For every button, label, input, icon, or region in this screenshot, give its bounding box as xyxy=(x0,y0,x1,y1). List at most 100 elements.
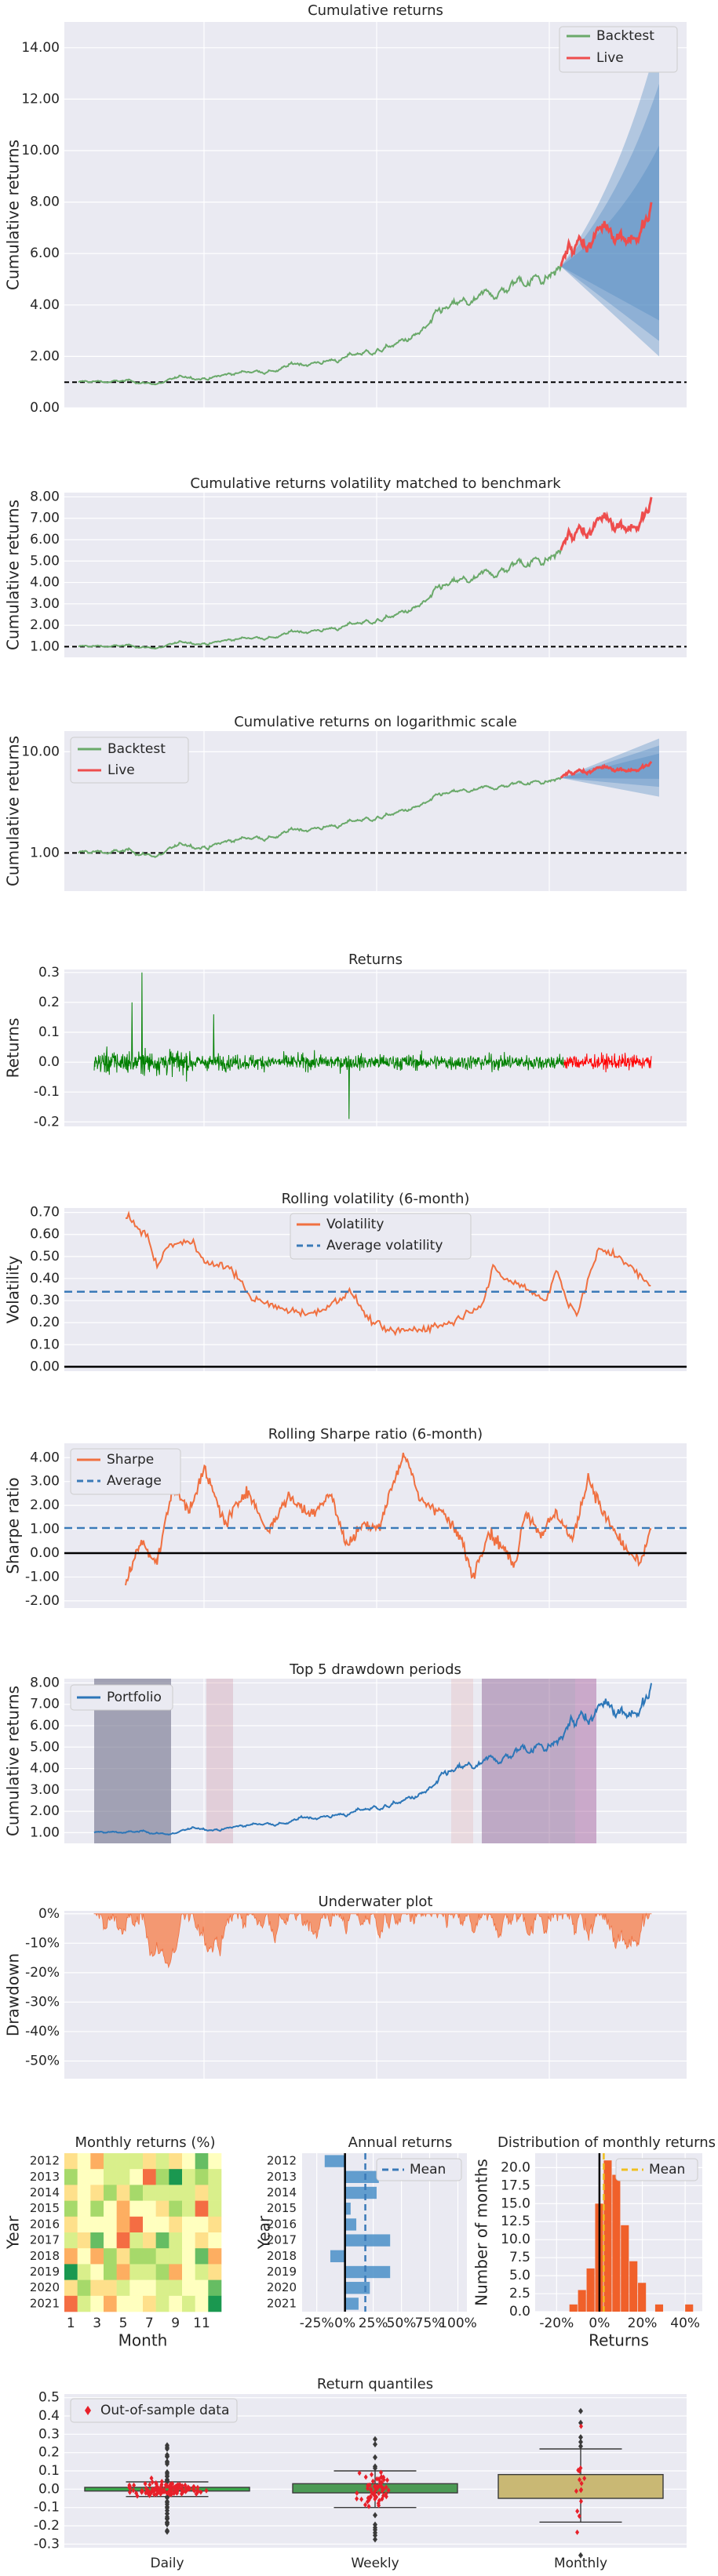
cumret-legend-box xyxy=(559,26,678,73)
heatmap-cell xyxy=(169,2264,183,2280)
heatmap-cell xyxy=(64,2232,78,2249)
heatmap-cell xyxy=(195,2169,209,2185)
quant-outlier xyxy=(578,2419,583,2426)
dist-legend-mean: Mean xyxy=(649,2162,685,2178)
quant-oos-point xyxy=(582,2476,587,2481)
quant-oos-point xyxy=(199,2489,203,2495)
annual-xtick: 0% xyxy=(334,2316,355,2331)
quant-oos-point xyxy=(379,2474,384,2480)
annual-legend-mean: Mean xyxy=(410,2162,446,2178)
heatmap-cell xyxy=(195,2264,209,2280)
heatmap-cell xyxy=(116,2279,130,2297)
quant-outlier xyxy=(373,2536,377,2543)
sharpe-ytick: 3.00 xyxy=(30,1474,60,1490)
quant-oos-point xyxy=(386,2487,391,2494)
heatmap-cell xyxy=(208,2185,222,2201)
quant-oos-point xyxy=(134,2490,139,2496)
heatmap-cell xyxy=(143,2248,156,2265)
rollvol-legend-box xyxy=(290,1213,472,1260)
rollvol-ytick: 0.50 xyxy=(30,1249,60,1264)
heatmap-cell xyxy=(143,2279,156,2297)
heatmap-cell xyxy=(90,2248,104,2265)
returns-ytick: 0.0 xyxy=(38,1054,60,1070)
sharpe-legend-avg: Average xyxy=(107,1473,162,1489)
heatmap-cell xyxy=(169,2248,183,2265)
heatmap-cell xyxy=(116,2248,130,2265)
annual-xtick: -25% xyxy=(300,2316,334,2331)
heatmap-cell xyxy=(77,2295,91,2312)
volmatch-ytick: 4.00 xyxy=(30,575,60,591)
heatmap-cell xyxy=(182,2185,195,2201)
sharpe-line xyxy=(125,1452,652,1586)
volmatch-ytick: 2.00 xyxy=(30,617,60,633)
quant-oos-point xyxy=(385,2477,389,2483)
heatmap-cell xyxy=(208,2200,222,2218)
quant-oos-point xyxy=(574,2488,578,2494)
heatmap-cell xyxy=(77,2185,91,2201)
heatmap-cell xyxy=(77,2264,91,2280)
heatmap-cell xyxy=(208,2232,222,2249)
annual-bar xyxy=(344,2203,351,2215)
annual-ylabel: Year xyxy=(255,2215,274,2250)
heatmap-cell xyxy=(169,2185,183,2201)
cumret-ytick: 12.00 xyxy=(21,91,60,107)
drawdown-legend-portfolio: Portfolio xyxy=(107,1690,162,1705)
heatmap-cell xyxy=(104,2279,117,2297)
volmatch-ytick: 3.00 xyxy=(30,596,60,612)
dist-xlabel: Returns xyxy=(589,2331,649,2350)
quant-oos-point xyxy=(355,2490,359,2496)
cumret-legend-backtest: Backtest xyxy=(596,28,654,44)
cumret-cone-band xyxy=(560,83,659,341)
quant-outlier xyxy=(165,2445,169,2452)
cumret-ytick: 2.00 xyxy=(30,348,60,364)
quant-oos-point xyxy=(371,2491,376,2498)
heatmap-cell xyxy=(195,2279,209,2297)
heatmap-cell xyxy=(182,2153,195,2170)
quant-outlier xyxy=(373,2521,377,2528)
cumret-legend-live: Live xyxy=(596,50,624,66)
returns-ytick: -0.1 xyxy=(34,1084,60,1100)
sharpe-ytick: 1.00 xyxy=(30,1522,60,1537)
quant-oos-point xyxy=(370,2472,374,2478)
cumret-backtest-line xyxy=(78,265,562,386)
quant-outlier xyxy=(373,2512,377,2519)
volmatch-ytick: 1.00 xyxy=(30,639,60,654)
annual-year-label: 2017 xyxy=(267,2233,297,2247)
quant-oos-point xyxy=(140,2489,144,2495)
volmatch-plot-area xyxy=(64,493,687,657)
heatmap-cell xyxy=(116,2169,130,2185)
heatmap-cell xyxy=(182,2248,195,2265)
volmatch-ytick: 8.00 xyxy=(30,489,60,504)
quant-oos-point xyxy=(204,2487,209,2494)
quant-oos-point xyxy=(377,2490,381,2497)
cumret-ytick: 14.00 xyxy=(21,40,60,56)
heatmap-cell xyxy=(64,2153,78,2170)
quant-outlier xyxy=(373,2441,377,2448)
heatmap-cell xyxy=(90,2279,104,2297)
quant-outlier xyxy=(165,2513,169,2520)
heatmap-cell xyxy=(77,2153,91,2170)
quant-oos-point xyxy=(369,2494,373,2500)
heatmap-cell xyxy=(143,2185,156,2201)
dist-xtick: 0% xyxy=(589,2316,610,2331)
dist-xtick: 40% xyxy=(670,2316,700,2331)
quant-oos-point xyxy=(369,2486,374,2492)
heatmap-cell xyxy=(129,2264,144,2280)
quant-outlier xyxy=(165,2472,169,2480)
rollvol-ytick: 0.30 xyxy=(30,1293,60,1308)
returns-backtest-line xyxy=(93,972,564,1119)
quant-oos-point xyxy=(186,2484,191,2490)
heatmap-cell xyxy=(143,2232,156,2249)
heatmap-cell xyxy=(208,2279,222,2297)
annual-xtick: 25% xyxy=(359,2316,388,2331)
quant-outlier xyxy=(373,2527,377,2534)
heatmap-year-label: 2020 xyxy=(30,2280,60,2294)
heatmap-cell xyxy=(129,2169,144,2185)
returns-ytick: 0.2 xyxy=(38,995,60,1010)
cumret-cone-band xyxy=(560,145,659,321)
quant-oos-point xyxy=(127,2484,132,2490)
annual-year-label: 2015 xyxy=(267,2201,297,2215)
heatmap-xtick: 3 xyxy=(93,2316,101,2331)
heatmap-cell xyxy=(104,2248,117,2265)
quant-category-label: Monthly xyxy=(554,2556,607,2571)
